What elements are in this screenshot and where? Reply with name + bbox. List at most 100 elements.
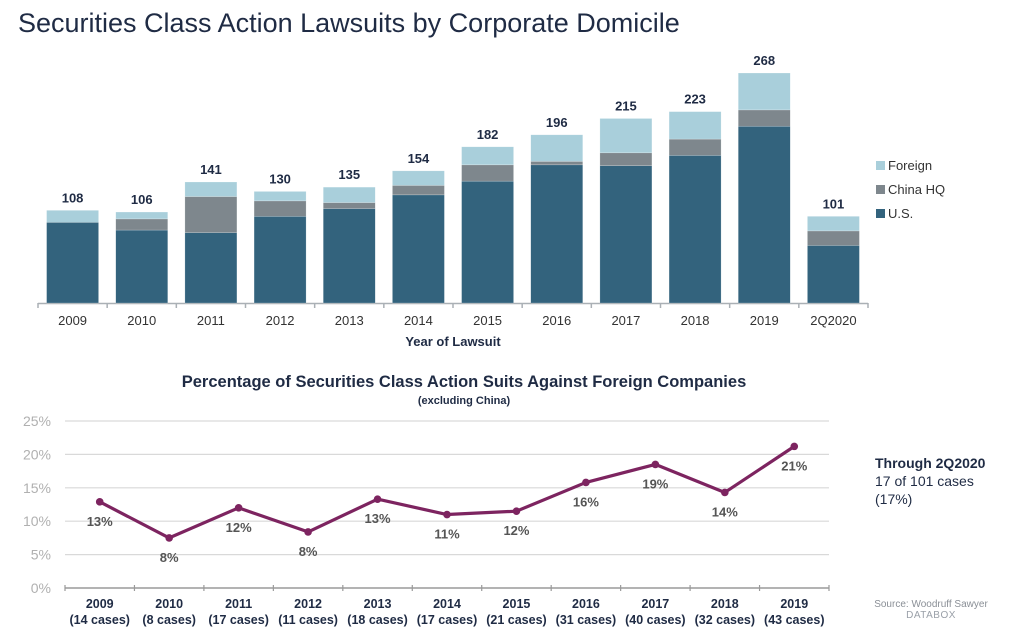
x-tick-label: 2011 — [225, 597, 252, 611]
bar-segment-u-s- — [668, 155, 722, 304]
x-axis-title: Year of Lawsuit — [405, 334, 501, 349]
bar-segment-foreign — [738, 72, 791, 111]
line-chart-subtitle: (excluding China) — [418, 395, 511, 407]
data-label: 8% — [299, 544, 318, 559]
bar-segment-foreign — [115, 211, 168, 220]
data-label: 8% — [160, 550, 179, 565]
bar-segment-china-hq — [461, 164, 514, 182]
x-tick-label: 2013 — [364, 597, 392, 611]
x-tick-label: 2017 — [611, 313, 640, 328]
source-text: Source: Woodruff Sawyer — [874, 599, 988, 610]
data-point — [234, 504, 243, 512]
data-label: 21% — [781, 458, 807, 473]
page-title: Securities Class Action Lawsuits by Corp… — [18, 8, 680, 38]
side-note: Through 2Q2020 17 of 101 cases (17%) — [875, 454, 985, 508]
line-chart-title: Percentage of Securities Class Action Su… — [182, 373, 747, 391]
legend-swatch — [876, 161, 885, 170]
bar-segment-foreign — [323, 186, 376, 203]
y-tick-label: 25% — [23, 413, 51, 429]
x-tick-label: 2017 — [641, 597, 669, 611]
data-point — [165, 534, 173, 542]
x-tick-label: 2010 — [127, 313, 156, 328]
x-tick-sublabel: (17 cases) — [208, 613, 268, 627]
data-label: 13% — [365, 511, 391, 526]
data-point — [721, 488, 729, 497]
bar-total-label: 196 — [546, 115, 568, 130]
x-tick-label: 2016 — [572, 597, 600, 611]
side-note-line1: 17 of 101 cases — [875, 473, 974, 489]
bar-total-label: 215 — [615, 98, 637, 113]
side-note-heading: Through 2Q2020 — [875, 455, 986, 471]
bar-segment-foreign — [461, 146, 514, 166]
data-point — [582, 478, 590, 487]
x-tick-label: 2018 — [681, 313, 710, 328]
x-tick-sublabel: (31 cases) — [556, 613, 616, 627]
y-tick-label: 20% — [23, 446, 51, 462]
bar-segment-foreign — [253, 191, 307, 202]
bar-segment-china-hq — [323, 202, 376, 209]
x-tick-label: 2014 — [433, 597, 461, 611]
bar-total-label: 182 — [477, 127, 499, 142]
data-label: 12% — [503, 523, 529, 538]
bar-total-label: 268 — [753, 53, 775, 68]
x-tick-label: 2016 — [542, 313, 571, 328]
bar-segment-u-s- — [46, 222, 99, 304]
bar-segment-u-s- — [253, 216, 307, 304]
x-tick-label: 2012 — [266, 313, 295, 328]
data-point — [651, 460, 660, 469]
data-label: 11% — [434, 527, 460, 542]
bar-total-label: 101 — [823, 196, 845, 211]
bar-segment-foreign — [46, 210, 99, 223]
bar-segment-china-hq — [807, 230, 860, 246]
y-tick-label: 0% — [31, 580, 51, 596]
x-tick-label: 2009 — [86, 597, 114, 611]
x-tick-label: 2015 — [473, 313, 502, 328]
bar-segment-u-s- — [461, 180, 514, 304]
bar-segment-china-hq — [115, 218, 168, 231]
bar-total-label: 223 — [684, 92, 706, 107]
legend-label: Foreign — [888, 158, 932, 173]
bar-segment-china-hq — [738, 109, 791, 127]
bar-total-label: 141 — [200, 162, 222, 177]
bar-chart: 108 2009 106 2010 141 2011 130 2012 135 2013 154 20… — [37, 53, 945, 349]
x-tick-sublabel: (18 cases) — [347, 613, 407, 627]
legend-swatch — [876, 209, 885, 218]
x-tick-sublabel: (32 cases) — [695, 613, 755, 627]
x-tick-label: 2014 — [404, 313, 433, 328]
bar-segment-foreign — [807, 216, 860, 232]
bar-segment-china-hq — [668, 138, 722, 156]
databox-logo: DATABOX — [906, 610, 956, 621]
bar-total-label: 135 — [338, 167, 360, 182]
data-label: 12% — [226, 520, 252, 535]
x-tick-label: 2Q2020 — [810, 313, 856, 328]
x-tick-label: 2010 — [155, 597, 183, 611]
x-tick-sublabel: (43 cases) — [764, 613, 824, 627]
bar-segment-china-hq — [599, 152, 653, 166]
bar-segment-china-hq — [392, 185, 445, 196]
x-tick-sublabel: (8 cases) — [142, 613, 196, 627]
bar-segment-china-hq — [530, 161, 583, 166]
data-point — [512, 507, 521, 515]
legend-swatch — [876, 185, 885, 194]
x-tick-label: 2011 — [197, 313, 225, 328]
bar-segment-u-s- — [530, 164, 583, 304]
legend-label: China HQ — [888, 182, 945, 197]
data-label: 19% — [642, 476, 668, 491]
line-chart: Percentage of Securities Class Action Su… — [23, 373, 830, 627]
bar-segment-u-s- — [115, 229, 168, 304]
bar-total-label: 130 — [269, 171, 291, 186]
source-note: Source: Woodruff Sawyer DATABOX — [866, 599, 996, 621]
x-tick-sublabel: (14 cases) — [69, 613, 129, 627]
data-label: 14% — [712, 504, 738, 519]
x-tick-label: 2013 — [335, 313, 364, 328]
data-point — [443, 510, 451, 519]
x-tick-label: 2009 — [58, 313, 87, 328]
bar-total-label: 154 — [408, 151, 430, 166]
bar-total-label: 106 — [131, 192, 153, 207]
x-tick-label: 2018 — [711, 597, 739, 611]
bar-segment-u-s- — [599, 165, 653, 304]
bar-segment-u-s- — [807, 245, 860, 304]
bar-total-label: 108 — [62, 190, 84, 205]
y-tick-label: 10% — [23, 513, 51, 529]
x-tick-label: 2012 — [294, 597, 322, 611]
